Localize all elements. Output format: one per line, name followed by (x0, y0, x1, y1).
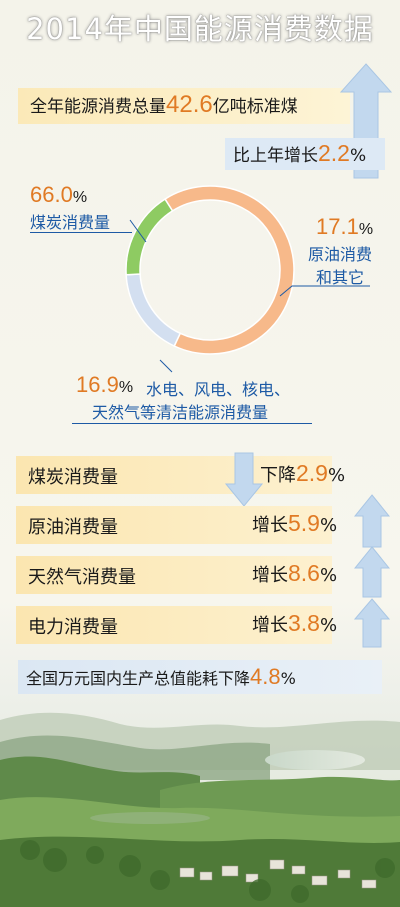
growth-value: 2.2 (318, 140, 350, 166)
row-coal-label: 煤炭消费量 (28, 467, 118, 488)
arrow-down-icon (225, 452, 263, 507)
row-coal-dir: 下降 (260, 465, 296, 486)
clean-unit: % (118, 379, 134, 396)
total-consumption: 全年能源消费总量42.6亿吨标准煤 (30, 91, 298, 119)
row-oil-unit: % (319, 515, 338, 536)
row-gas-unit: % (319, 565, 338, 586)
growth-bar (225, 138, 385, 170)
row-oil-dir: 增长 (252, 515, 288, 536)
oil-unit: % (358, 221, 374, 238)
row-gas-label: 天然气消费量 (28, 567, 136, 588)
clean-leader-line (159, 359, 173, 373)
clean-percent: 16.9% (76, 372, 133, 398)
row-gas-dir: 增长 (252, 565, 288, 586)
row-gas (16, 556, 332, 594)
arrow-up-icon (354, 598, 390, 648)
row-gas-value: 增长8.6% (252, 560, 337, 587)
row-coal-unit: % (327, 465, 346, 486)
intensity-bar (18, 660, 382, 694)
row-power-label: 电力消费量 (28, 617, 118, 638)
village (179, 859, 377, 889)
arrow-up-icon (340, 63, 392, 179)
energy-intensity: 全国万元国内生产总值能耗下降4.8% (26, 664, 296, 690)
intensity-suffix: % (280, 669, 296, 688)
coal-leader-line (129, 219, 147, 243)
row-coal-value: 下降2.9% (260, 460, 345, 487)
growth-rate: 比上年增长2.2% (233, 140, 366, 167)
growth-suffix: % (349, 146, 367, 166)
coal-label: 煤炭消费量 (30, 213, 111, 232)
oil-label-line1: 原油消费 (308, 245, 373, 264)
landscape-image (0, 690, 400, 907)
oil-value: 17.1 (316, 214, 359, 239)
clean-label-line1: 水电、风电、核电、 (146, 380, 291, 399)
oil-leader-line (279, 285, 370, 297)
donut-slice-oil (125, 273, 182, 348)
row-gas-num: 8.6 (288, 560, 320, 586)
row-oil (16, 506, 332, 544)
oil-percent: 17.1% (316, 214, 373, 240)
total-value: 42.6 (166, 91, 213, 118)
arrow-up-icon (354, 494, 390, 548)
row-oil-label: 原油消费量 (28, 517, 118, 538)
row-power-value: 增长3.8% (252, 610, 337, 637)
row-coal (16, 456, 332, 494)
coal-value: 66.0 (30, 182, 73, 207)
total-suffix: 亿吨标准煤 (212, 97, 298, 117)
row-power-unit: % (319, 615, 338, 636)
clean-label-line2: 天然气等清洁能源消费量 (92, 403, 269, 422)
oil-label-line2: 和其它 (316, 268, 365, 287)
intensity-value: 4.8 (250, 664, 281, 689)
row-oil-num: 5.9 (288, 510, 320, 536)
page-title: 2014年中国能源消费数据 (26, 12, 374, 46)
total-prefix: 全年能源消费总量 (30, 97, 166, 117)
coal-underline (30, 232, 132, 233)
intensity-prefix: 全国万元国内生产总值能耗下降 (26, 669, 251, 688)
coal-percent: 66.0% (30, 182, 87, 208)
arrow-up-icon (354, 546, 390, 598)
row-power (16, 606, 332, 644)
donut-chart (125, 185, 370, 373)
row-power-num: 3.8 (288, 610, 320, 636)
growth-prefix: 比上年增长 (233, 146, 318, 166)
total-bar (18, 88, 350, 124)
row-oil-value: 增长5.9% (252, 510, 337, 537)
clean-underline (72, 423, 312, 424)
coal-unit: % (72, 189, 88, 206)
row-power-dir: 增长 (252, 615, 288, 636)
row-coal-num: 2.9 (296, 460, 328, 486)
donut-slice-coal (163, 185, 295, 355)
donut-slice-clean (125, 198, 174, 276)
clean-value: 16.9 (76, 372, 119, 397)
